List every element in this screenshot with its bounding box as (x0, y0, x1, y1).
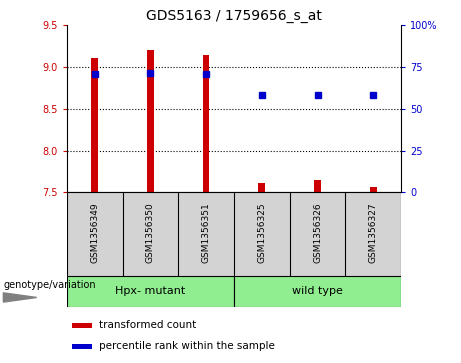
Text: genotype/variation: genotype/variation (3, 280, 96, 290)
Bar (203, 54, 209, 192)
Bar (259, 183, 265, 192)
Bar (72, 344, 92, 348)
Text: GSM1356326: GSM1356326 (313, 202, 322, 263)
Text: GSM1356325: GSM1356325 (257, 202, 266, 263)
Text: GSM1356351: GSM1356351 (201, 202, 211, 263)
Text: wild type: wild type (292, 286, 343, 296)
Bar (314, 180, 321, 192)
Bar (147, 50, 154, 192)
Bar (234, 276, 401, 307)
Title: GDS5163 / 1759656_s_at: GDS5163 / 1759656_s_at (146, 9, 322, 23)
Bar (72, 323, 92, 328)
Text: GSM1356349: GSM1356349 (90, 202, 99, 263)
Bar (370, 187, 377, 192)
Text: Hpx- mutant: Hpx- mutant (115, 286, 185, 296)
Text: transformed count: transformed count (99, 321, 196, 330)
Text: percentile rank within the sample: percentile rank within the sample (99, 341, 275, 351)
Bar (91, 58, 98, 192)
Polygon shape (3, 293, 37, 302)
Bar (67, 276, 234, 307)
Text: GSM1356327: GSM1356327 (369, 202, 378, 263)
Text: GSM1356350: GSM1356350 (146, 202, 155, 263)
